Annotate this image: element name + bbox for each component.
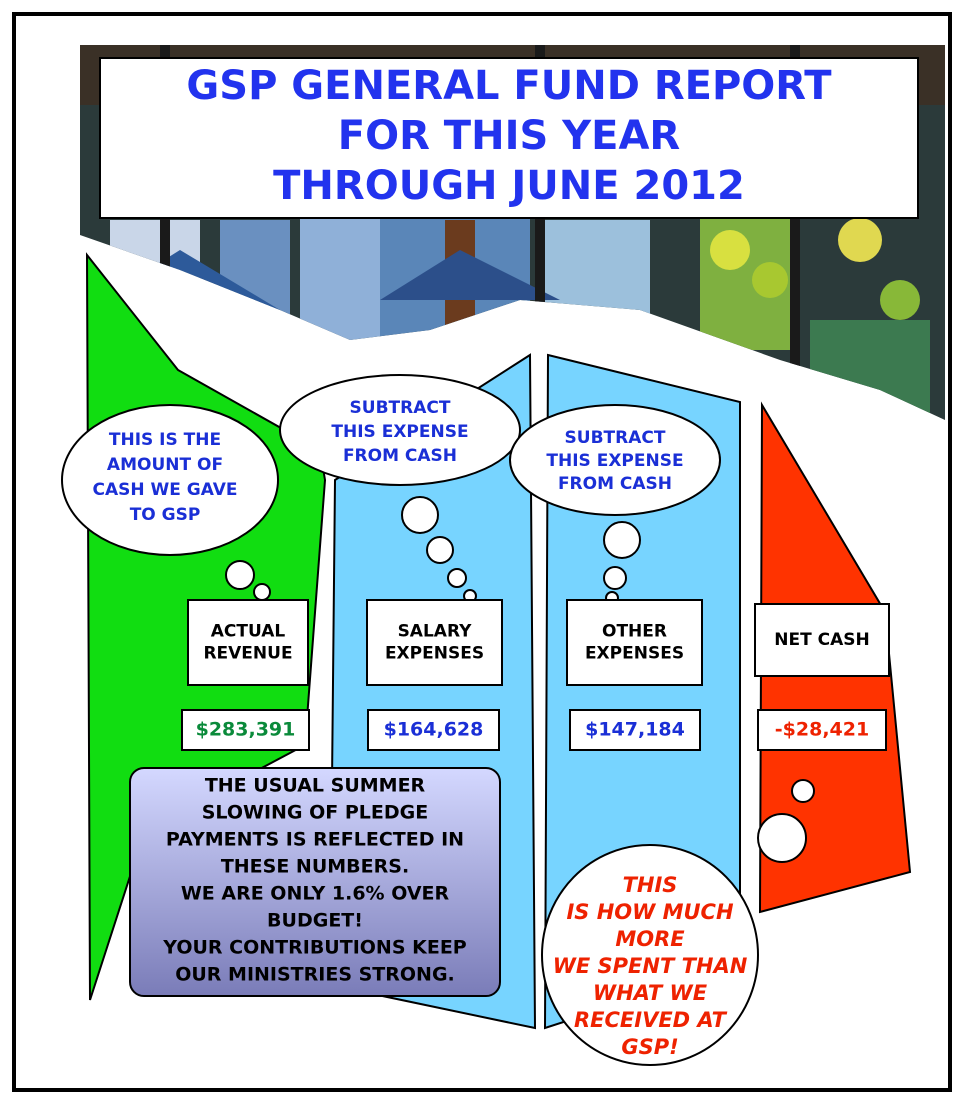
bubble-text: SUBTRACT [565, 428, 666, 448]
bubble-text: GSP! [621, 1035, 678, 1059]
panel-label: REVENUE [203, 644, 292, 664]
bubble-text: THIS [623, 873, 678, 897]
bubble-text: THIS EXPENSE [331, 422, 468, 442]
bubble-text: SUBTRACT [350, 398, 451, 418]
note-text: BUDGET! [267, 910, 363, 932]
infographic: GSP GENERAL FUND REPORTFOR THIS YEARTHRO… [0, 0, 963, 1105]
title-line: GSP GENERAL FUND REPORT [186, 63, 832, 109]
panel-label: EXPENSES [385, 644, 484, 664]
note-text: THESE NUMBERS. [221, 856, 409, 878]
bubble-text: RECEIVED AT [574, 1008, 728, 1032]
note-text: OUR MINISTRIES STRONG. [175, 964, 455, 986]
bubble-text: IS HOW MUCH [566, 900, 734, 924]
note-text: WE ARE ONLY 1.6% OVER [181, 883, 450, 905]
note-text: YOUR CONTRIBUTIONS KEEP [162, 937, 467, 959]
bubble-text: AMOUNT OF [107, 455, 223, 475]
bubble-text: MORE [615, 927, 685, 951]
note-text: PAYMENTS IS REFLECTED IN [166, 829, 464, 851]
panel-label: OTHER [602, 622, 667, 642]
bubble-text: THIS IS THE [109, 430, 221, 450]
bubble-text: FROM CASH [343, 446, 457, 466]
label-box [567, 600, 702, 685]
bubble-text: CASH WE GAVE [92, 480, 237, 500]
bubble-text: WHAT WE [593, 981, 708, 1005]
title-line: THROUGH JUNE 2012 [273, 163, 745, 209]
bubble-text: FROM CASH [558, 474, 672, 494]
panel-label: ACTUAL [211, 622, 286, 642]
bubble-text: WE SPENT THAN [553, 954, 748, 978]
note-text: THE USUAL SUMMER [205, 775, 426, 797]
amount: $164,628 [384, 719, 484, 741]
amount: $147,184 [585, 719, 685, 741]
label-box [367, 600, 502, 685]
label-box [188, 600, 308, 685]
panel-label: NET CASH [774, 630, 869, 650]
note-text: SLOWING OF PLEDGE [202, 802, 429, 824]
bubble-text: TO GSP [130, 505, 201, 525]
amount: $283,391 [196, 719, 296, 741]
panel-label: SALARY [398, 622, 473, 642]
title-line: FOR THIS YEAR [338, 113, 680, 159]
bubble-text: THIS EXPENSE [546, 451, 683, 471]
panel-label: EXPENSES [585, 644, 684, 664]
amount: -$28,421 [775, 719, 869, 741]
